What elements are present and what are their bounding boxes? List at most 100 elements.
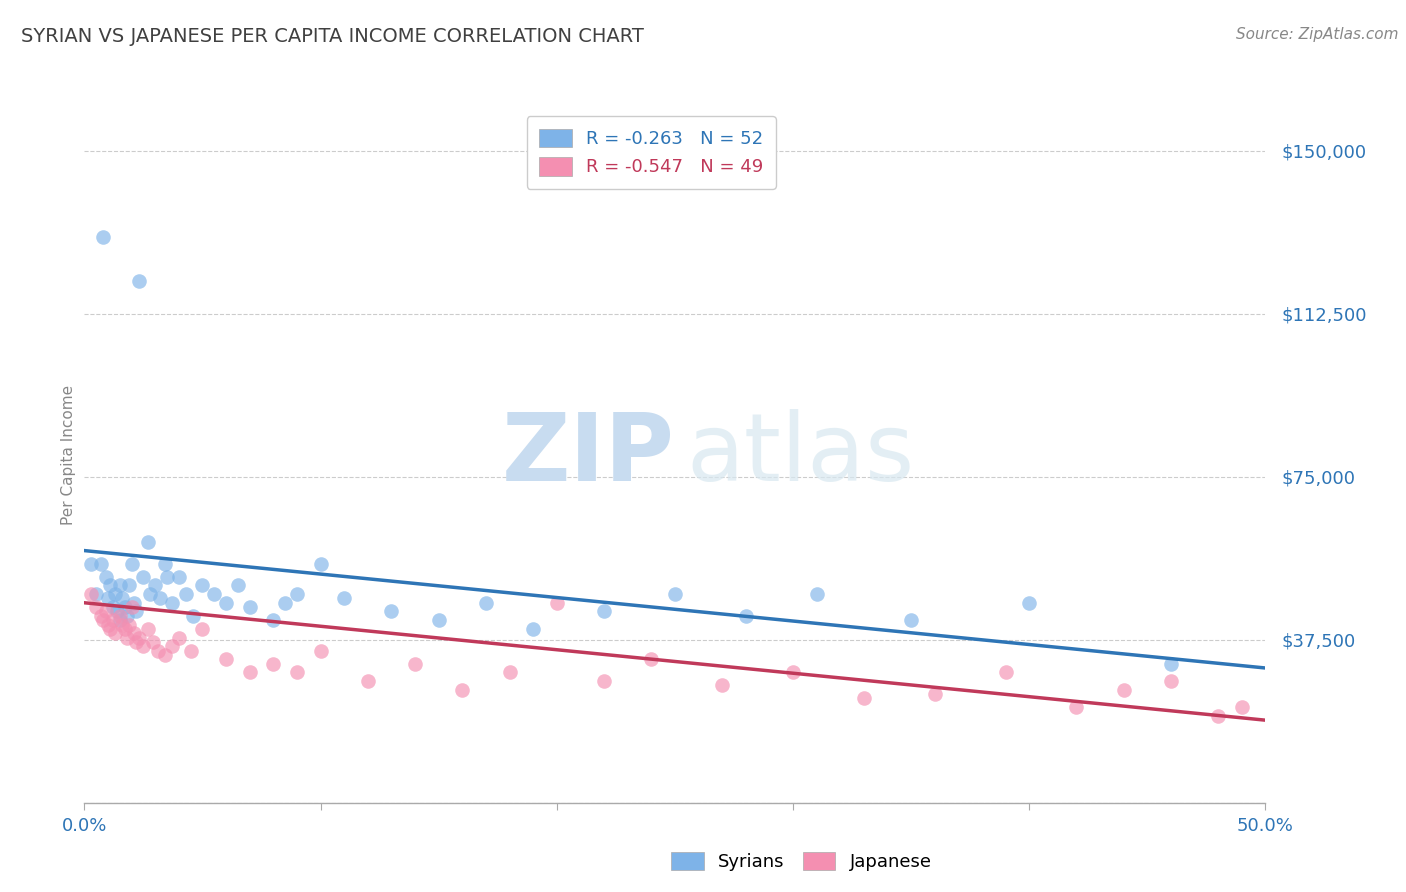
Point [98,578,121,592]
Point [111,591,134,606]
Point [174,587,197,601]
Point [274,596,297,610]
Point [593,605,616,619]
Point [115,631,138,645]
Point [167,631,190,645]
Point [262,657,284,671]
Point [593,674,616,689]
Point [143,578,166,592]
Point [734,608,756,623]
Point [142,635,165,649]
Text: atlas: atlas [686,409,915,501]
Point [136,535,159,549]
Point [122,596,145,610]
Point [132,639,155,653]
Point [108,613,131,627]
Point [101,600,124,615]
Point [191,622,214,636]
Point [104,626,127,640]
Point [90,557,112,571]
Point [160,639,183,653]
Point [427,613,450,627]
Point [94,605,117,619]
Point [262,613,284,627]
Point [160,596,183,610]
Point [664,587,686,601]
Point [900,613,922,627]
Point [285,587,308,601]
Text: SYRIAN VS JAPANESE PER CAPITA INCOME CORRELATION CHART: SYRIAN VS JAPANESE PER CAPITA INCOME COR… [21,27,644,45]
Y-axis label: Per Capita Income: Per Capita Income [60,384,76,525]
Point [239,665,262,680]
Point [108,578,131,592]
Point [132,570,155,584]
Point [104,587,127,601]
Point [101,613,124,627]
Point [640,652,662,666]
Point [153,557,176,571]
Point [98,622,121,636]
Point [404,657,426,671]
Point [924,687,946,701]
Point [167,570,190,584]
Point [239,600,262,615]
Point [125,635,148,649]
Point [128,274,150,288]
Point [782,665,804,680]
Text: Source: ZipAtlas.com: Source: ZipAtlas.com [1236,27,1399,42]
Point [153,648,176,662]
Legend: Syrians, Japanese: Syrians, Japanese [664,845,939,879]
Point [546,596,568,610]
Point [156,570,179,584]
Point [149,591,172,606]
Point [226,578,249,592]
Point [125,605,148,619]
Point [84,587,107,601]
Point [711,678,734,692]
Point [121,557,143,571]
Point [309,643,332,657]
Point [498,665,520,680]
Point [108,608,131,623]
Point [1230,700,1253,714]
Point [806,587,828,601]
Point [122,626,145,640]
Point [114,622,136,636]
Point [1160,657,1182,671]
Point [1066,700,1088,714]
Point [1018,596,1040,610]
Point [180,643,202,657]
Point [357,674,380,689]
Point [181,608,204,623]
Point [91,613,114,627]
Legend: R = -0.263   N = 52, R = -0.547   N = 49: R = -0.263 N = 52, R = -0.547 N = 49 [526,116,776,189]
Point [97,617,120,632]
Text: ZIP: ZIP [502,409,675,501]
Point [139,587,162,601]
Point [380,605,402,619]
Point [285,665,308,680]
Point [107,605,129,619]
Point [111,617,134,632]
Point [94,570,117,584]
Point [80,557,103,571]
Point [80,587,103,601]
Point [91,230,114,244]
Point [84,600,107,615]
Point [994,665,1017,680]
Point [191,578,214,592]
Point [309,557,332,571]
Point [90,608,112,623]
Point [852,691,875,706]
Point [114,600,136,615]
Point [118,578,141,592]
Point [1112,682,1135,697]
Point [146,643,169,657]
Point [118,617,141,632]
Point [97,591,120,606]
Point [115,608,138,623]
Point [202,587,225,601]
Point [475,596,498,610]
Point [1206,708,1229,723]
Point [215,652,238,666]
